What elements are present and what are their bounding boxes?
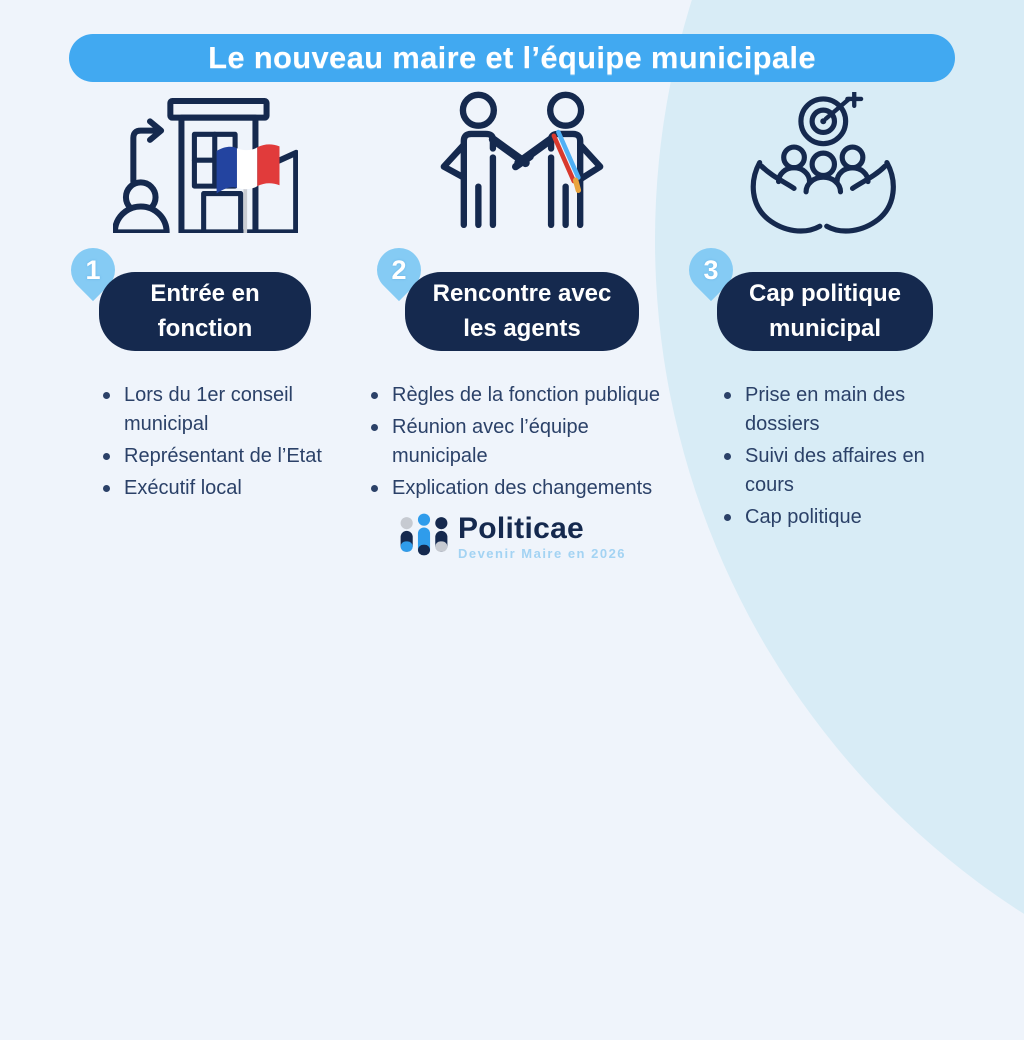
french-flag xyxy=(216,144,279,194)
bullet-item: Règles de la fonction publique xyxy=(368,381,682,410)
team-group xyxy=(775,144,871,195)
hands-holding-team-icon xyxy=(750,92,896,234)
step-title-line1: Entrée en xyxy=(150,280,260,307)
bullet-item: Prise en main des dossiers xyxy=(721,381,950,439)
entry-arrow xyxy=(129,127,160,185)
brand-name: Politicae xyxy=(457,512,585,545)
step-column-entree-en-fonction: 1 Entrée en fonction Lors du 1er conseil… xyxy=(61,88,340,506)
bullet-item: Lors du 1er conseil municipal xyxy=(100,381,340,439)
step-title-line1: Cap politique xyxy=(749,280,901,307)
people-logo-mark-icon xyxy=(400,513,448,556)
bullet-item: Exécutif local xyxy=(100,474,340,503)
bullet-list: Règles de la fonction publique Réunion a… xyxy=(368,381,682,503)
step-title-line2: fonction xyxy=(157,314,253,342)
open-hands xyxy=(750,159,896,234)
brand-tagline: Devenir Maire en 2026 xyxy=(457,546,627,561)
target-icon xyxy=(798,92,864,147)
title-banner: Le nouveau maire et l’équipe municipale xyxy=(69,34,955,82)
step-column-cap-politique: 3 Cap politique municipal Prise en main … xyxy=(679,88,950,535)
bullet-item: Cap politique xyxy=(721,503,950,532)
handshake-icon xyxy=(440,91,604,228)
bullet-item: Explication des changements xyxy=(368,474,682,503)
step-title-pill: Rencontre avec les agents xyxy=(405,272,639,352)
town-hall-entry-icon xyxy=(112,98,298,233)
tricolor-sash xyxy=(551,129,582,193)
bullet-item: Représentant de l’Etat xyxy=(100,442,340,471)
handshake-clasp xyxy=(512,153,534,171)
footer-logo: Politicae Devenir Maire en 2026 xyxy=(398,512,626,562)
step-title-line2: municipal xyxy=(768,314,882,342)
step-title-pill: Cap politique municipal xyxy=(717,272,933,352)
step-title-pill: Entrée en fonction xyxy=(99,272,311,352)
step-title-line1: Rencontre avec xyxy=(432,280,612,307)
step-column-rencontre-agents: 2 Rencontre avec les agents Règles de la… xyxy=(362,88,682,506)
bullet-list: Prise en main des dossiers Suivi des aff… xyxy=(721,381,950,532)
bullet-list: Lors du 1er conseil municipal Représenta… xyxy=(100,381,340,503)
page-title: Le nouveau maire et l’équipe municipale xyxy=(208,40,816,75)
bullet-item: Réunion avec l’équipe municipale xyxy=(368,413,682,471)
footer: Politicae Devenir Maire en 2026 xyxy=(0,512,1024,562)
step-title-line2: les agents xyxy=(463,314,581,342)
bullet-item: Suivi des affaires en cours xyxy=(721,442,950,500)
